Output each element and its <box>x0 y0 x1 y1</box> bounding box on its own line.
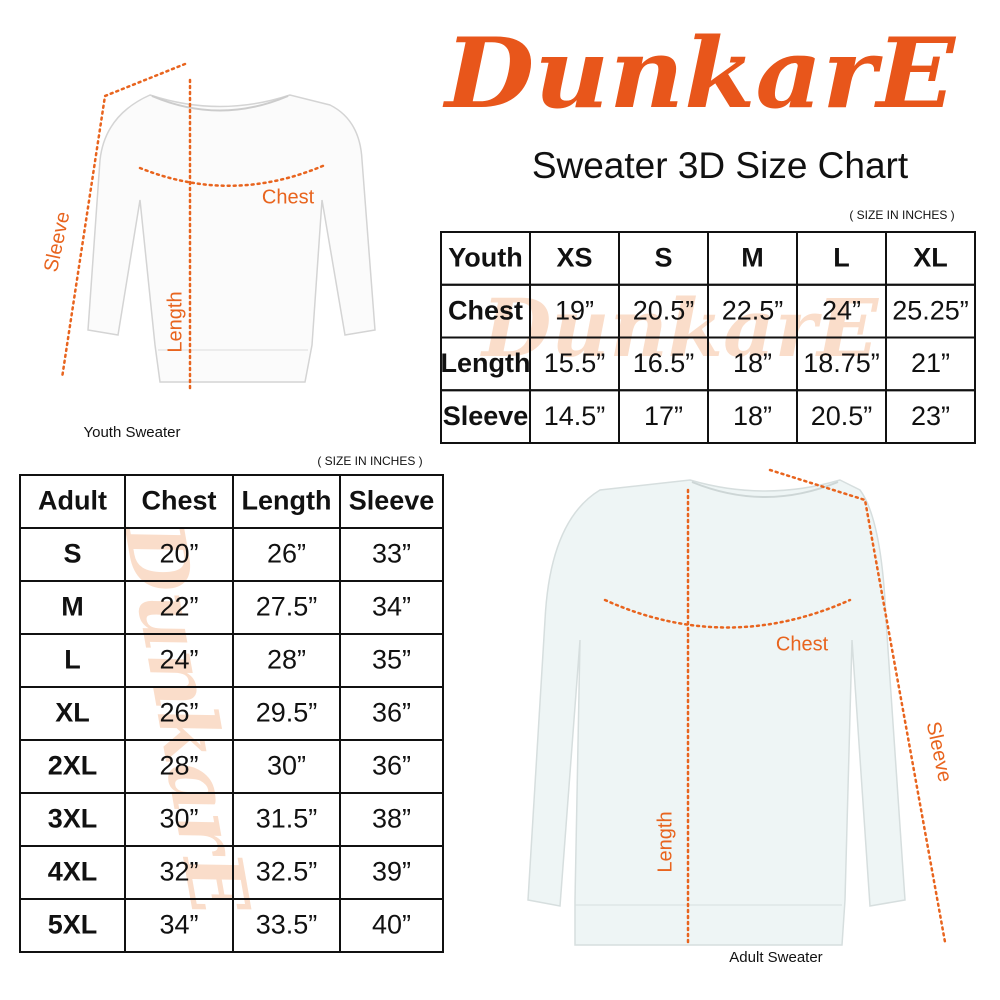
table-value: 29.5” <box>256 698 318 728</box>
column-header: Sleeve <box>349 486 435 516</box>
table-value: 33” <box>372 539 411 569</box>
table-value: 26” <box>159 698 198 728</box>
table-value: 38” <box>372 804 411 834</box>
table-value: 36” <box>372 751 411 781</box>
table-value: 5XL <box>48 910 98 940</box>
table-value: 18” <box>733 348 772 378</box>
table-value: 15.5” <box>544 348 606 378</box>
table-value: 34” <box>159 910 198 940</box>
table-value: 27.5” <box>256 592 318 622</box>
column-header: Chest <box>141 486 216 516</box>
page-title: Sweater 3D Size Chart <box>532 145 909 186</box>
caption: Adult Sweater <box>729 949 822 966</box>
table-value: 28” <box>267 645 306 675</box>
table-value: Sleeve <box>443 401 529 431</box>
table-value: 20.5” <box>811 401 873 431</box>
table-value: 31.5” <box>256 804 318 834</box>
table-value: 26” <box>267 539 306 569</box>
caption: Youth Sweater <box>83 424 180 441</box>
watermark: DunkarE <box>480 281 879 375</box>
table-value: 20” <box>159 539 198 569</box>
table-value: 23” <box>911 401 950 431</box>
table-value: 4XL <box>48 857 98 887</box>
table-value: 19” <box>555 295 594 325</box>
table-value: 25.25” <box>892 295 969 325</box>
table-value: 32.5” <box>256 857 318 887</box>
table-value: 20.5” <box>633 295 695 325</box>
chest-label: Chest <box>776 633 829 655</box>
table-value: L <box>64 645 81 675</box>
table-value: 17” <box>644 401 683 431</box>
table-value: XL <box>55 698 90 728</box>
column-header: XL <box>913 243 948 273</box>
table-value: 35” <box>372 645 411 675</box>
column-header: Youth <box>448 243 522 273</box>
sleeve-label: Sleeve <box>922 720 956 784</box>
table-value: 30” <box>159 804 198 834</box>
chest-label: Chest <box>262 186 315 208</box>
unit-note: ( SIZE IN INCHES ) <box>317 454 422 468</box>
table-value: 24” <box>822 295 861 325</box>
column-header: L <box>833 243 850 273</box>
table-value: 16.5” <box>633 348 695 378</box>
table-cell <box>885 389 976 444</box>
table-value: M <box>61 592 84 622</box>
table-value: 22.5” <box>722 295 784 325</box>
table-value: 40” <box>372 910 411 940</box>
table-value: 18.75” <box>803 348 880 378</box>
table-value: 24” <box>159 645 198 675</box>
table-value: 36” <box>372 698 411 728</box>
table-value: 33.5” <box>256 910 318 940</box>
youth-sweater: Chest Length Sleeve Youth Sweater <box>40 62 376 441</box>
youth-table: DunkarE Youth XS S M L XL Chest 19” 20.5” 22.5” 24”… <box>440 231 976 444</box>
table-cell <box>339 898 444 953</box>
table-value: Chest <box>448 295 523 325</box>
sleeve-label: Sleeve <box>40 210 74 274</box>
table-value: 21” <box>911 348 950 378</box>
table-value: Length <box>441 348 531 378</box>
table-value: 28” <box>159 751 198 781</box>
column-header: XS <box>556 243 592 273</box>
column-header: S <box>654 243 672 273</box>
table-value: 2XL <box>48 751 98 781</box>
column-header: M <box>741 243 764 273</box>
table-value: 34” <box>372 592 411 622</box>
table-value: 14.5” <box>544 401 606 431</box>
table-value: S <box>63 539 81 569</box>
table-value: 32” <box>159 857 198 887</box>
table-value: 22” <box>159 592 198 622</box>
adult-sweater: Chest Length Sleeve Adult Sweater <box>527 468 956 966</box>
brand-logo: DunkarE <box>442 17 957 130</box>
table-value: 3XL <box>48 804 98 834</box>
table-value: 18” <box>733 401 772 431</box>
unit-note: ( SIZE IN INCHES ) <box>849 208 954 222</box>
length-label: Length <box>164 291 186 352</box>
length-label: Length <box>654 811 676 872</box>
table-value: 39” <box>372 857 411 887</box>
column-header: Adult <box>38 486 107 516</box>
table-value: 30” <box>267 751 306 781</box>
column-header: Length <box>242 486 332 516</box>
